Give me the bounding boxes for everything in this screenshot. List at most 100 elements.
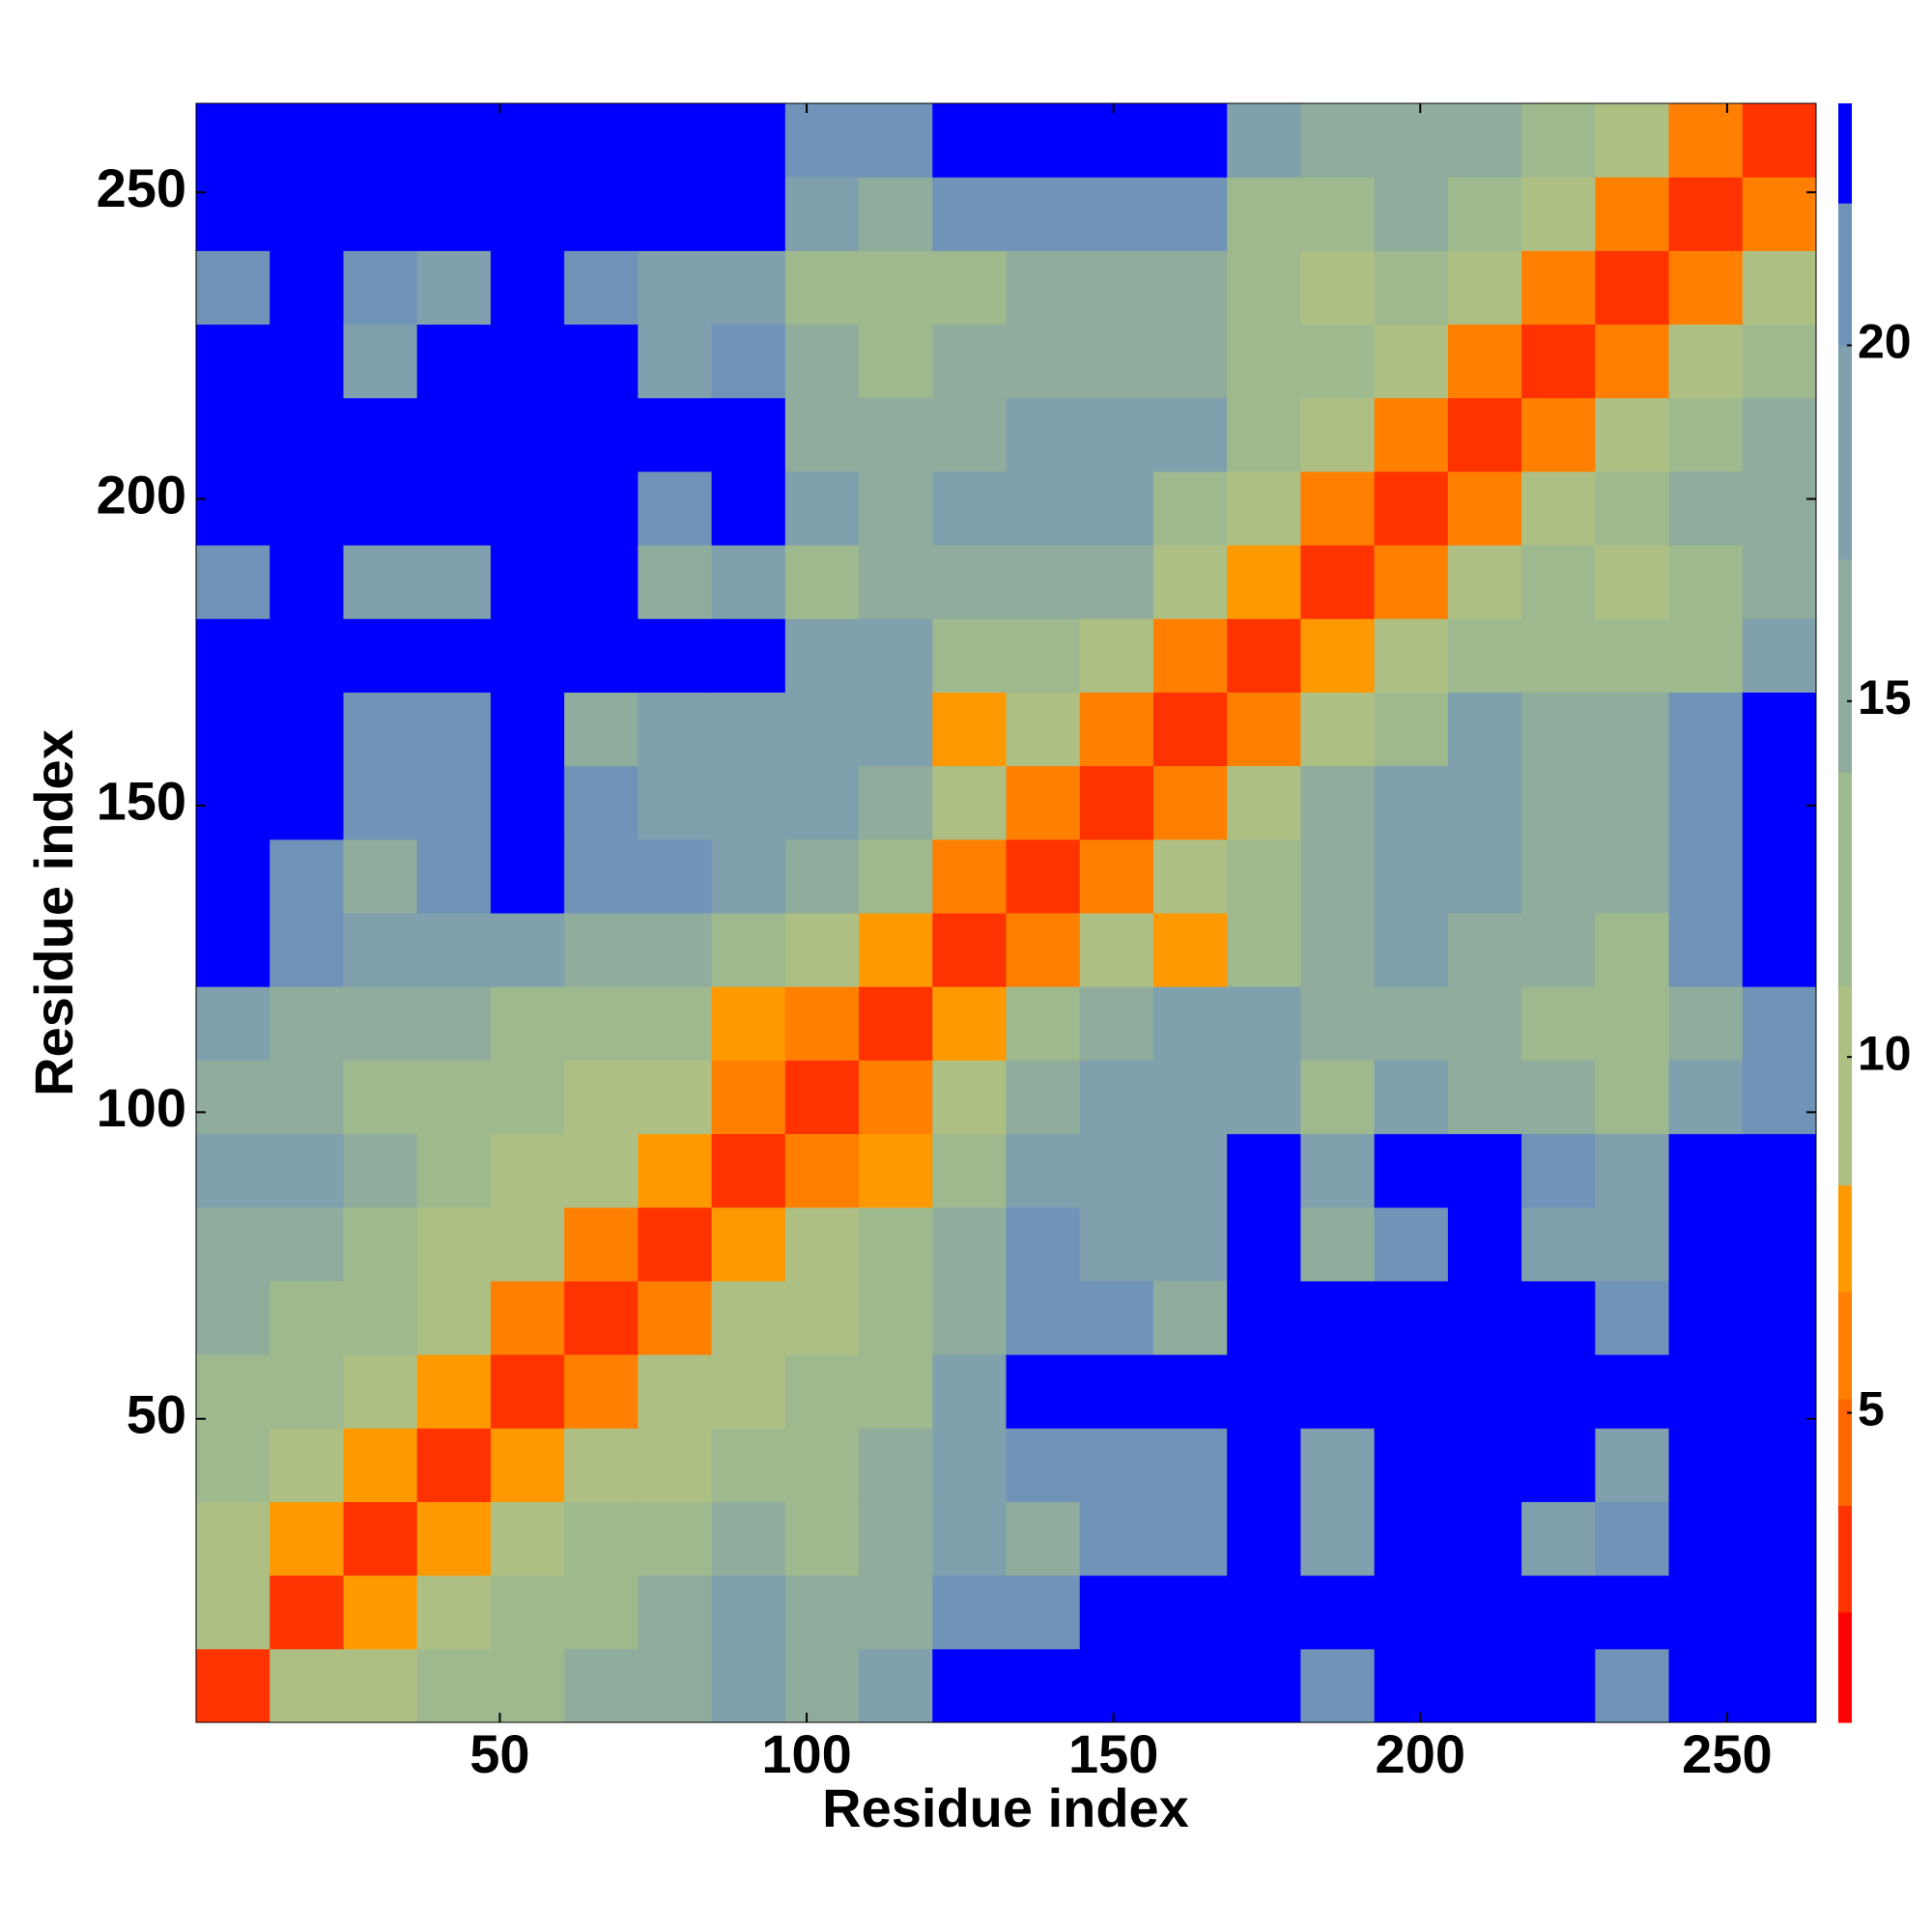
heatmap-cell <box>1668 1060 1744 1135</box>
heatmap-cell <box>490 324 565 399</box>
heatmap-cell <box>1006 1280 1081 1355</box>
heatmap-cell <box>859 1133 933 1208</box>
heatmap-cell <box>1300 1207 1376 1282</box>
heatmap-cell <box>1668 177 1744 251</box>
heatmap-cell <box>784 177 860 251</box>
heatmap-cell <box>638 1501 713 1577</box>
heatmap-cell <box>416 765 492 840</box>
heatmap-cell <box>1447 913 1522 987</box>
heatmap-cell <box>711 765 786 840</box>
heatmap-cell <box>1300 838 1376 914</box>
heatmap-cell <box>1521 913 1596 987</box>
heatmap-cell <box>859 765 933 840</box>
x-tick-label: 200 <box>1376 1723 1465 1784</box>
heatmap-cell <box>196 1501 270 1577</box>
heatmap-cell <box>638 1428 713 1502</box>
heatmap-cell <box>196 177 270 251</box>
heatmap-cell <box>638 324 713 399</box>
heatmap-cell <box>196 765 270 840</box>
heatmap-cell <box>1227 765 1301 840</box>
heatmap-cell <box>1447 103 1522 178</box>
colorbar-segment <box>1838 203 1852 346</box>
heatmap-cell <box>932 1354 1007 1429</box>
heatmap-cell <box>1006 838 1081 914</box>
heatmap-cell <box>490 986 565 1061</box>
heatmap-cell <box>1006 913 1081 987</box>
heatmap-cell <box>1521 177 1596 251</box>
heatmap-cell <box>859 1207 933 1282</box>
heatmap-cell <box>1595 1133 1670 1208</box>
y-tick-label: 50 <box>127 1384 186 1445</box>
heatmap-cell <box>564 324 639 399</box>
heatmap-cell <box>564 545 639 619</box>
heatmap-cell <box>1742 1648 1817 1723</box>
heatmap-cell <box>1079 618 1154 693</box>
heatmap-cell <box>1006 1207 1081 1282</box>
heatmap-cell <box>564 1428 639 1502</box>
heatmap-cell <box>343 618 418 693</box>
heatmap-cell <box>1742 1575 1817 1650</box>
heatmap-cell <box>1742 324 1817 399</box>
colorbar-tick-label: 20 <box>1858 315 1912 369</box>
heatmap-cell <box>1300 1133 1376 1208</box>
heatmap-cell <box>1079 545 1154 619</box>
heatmap-cell <box>1300 250 1376 326</box>
heatmap-cell <box>1006 1648 1081 1723</box>
heatmap-cell <box>1006 470 1081 546</box>
heatmap-cell <box>1152 1501 1228 1577</box>
heatmap-cell <box>1668 913 1744 987</box>
heatmap-cell <box>1742 250 1817 326</box>
heatmap-cell <box>1227 397 1301 472</box>
heatmap-cell <box>784 324 860 399</box>
heatmap-cell <box>1521 1501 1596 1577</box>
heatmap-cell <box>1079 1280 1154 1355</box>
heatmap-cell <box>490 1280 565 1355</box>
heatmap-cell <box>932 692 1007 767</box>
heatmap-cell <box>711 1501 786 1577</box>
heatmap-cell <box>1152 986 1228 1061</box>
heatmap-cell <box>270 1575 344 1650</box>
heatmap-cell <box>196 913 270 987</box>
heatmap-cell <box>932 986 1007 1061</box>
heatmap-cell <box>1374 986 1449 1061</box>
heatmap-cell <box>196 470 270 546</box>
heatmap-cell <box>1006 545 1081 619</box>
heatmap-cell <box>1668 1428 1744 1502</box>
heatmap-cell <box>1079 765 1154 840</box>
heatmap-cell <box>784 986 860 1061</box>
heatmap-cell <box>1742 397 1817 472</box>
heatmap-cell <box>784 1207 860 1282</box>
heatmap-cell <box>1152 324 1228 399</box>
heatmap-cell <box>564 470 639 546</box>
heatmap-cell <box>1521 1060 1596 1135</box>
heatmap-cell <box>1447 177 1522 251</box>
heatmap-cell <box>416 838 492 914</box>
heatmap-cell <box>343 838 418 914</box>
heatmap-cell <box>932 1280 1007 1355</box>
heatmap-cell <box>638 765 713 840</box>
heatmap-cell <box>1447 1648 1522 1723</box>
heatmap-cell <box>1447 1428 1522 1502</box>
heatmap-cell <box>784 1575 860 1650</box>
heatmap-cell <box>859 250 933 326</box>
heatmap-cell <box>1521 838 1596 914</box>
heatmap-cell <box>932 1428 1007 1502</box>
heatmap-cell <box>1227 1648 1301 1723</box>
heatmap-cell <box>343 103 418 178</box>
heatmap-cell <box>1152 1428 1228 1502</box>
heatmap-cell <box>1006 1133 1081 1208</box>
heatmap-cell <box>1742 838 1817 914</box>
heatmap-cell <box>1152 692 1228 767</box>
heatmap-cell <box>343 1280 418 1355</box>
heatmap-cell <box>711 1133 786 1208</box>
heatmap-cell <box>1668 1280 1744 1355</box>
heatmap-cell <box>932 1207 1007 1282</box>
heatmap-cell <box>1300 1060 1376 1135</box>
heatmap-cell <box>1374 1575 1449 1650</box>
heatmap-cell <box>1447 765 1522 840</box>
heatmap-cell <box>416 545 492 619</box>
heatmap-cell <box>859 1648 933 1723</box>
heatmap-cell <box>859 913 933 987</box>
heatmap-cell <box>1227 1133 1301 1208</box>
x-tick-label: 50 <box>469 1723 529 1784</box>
